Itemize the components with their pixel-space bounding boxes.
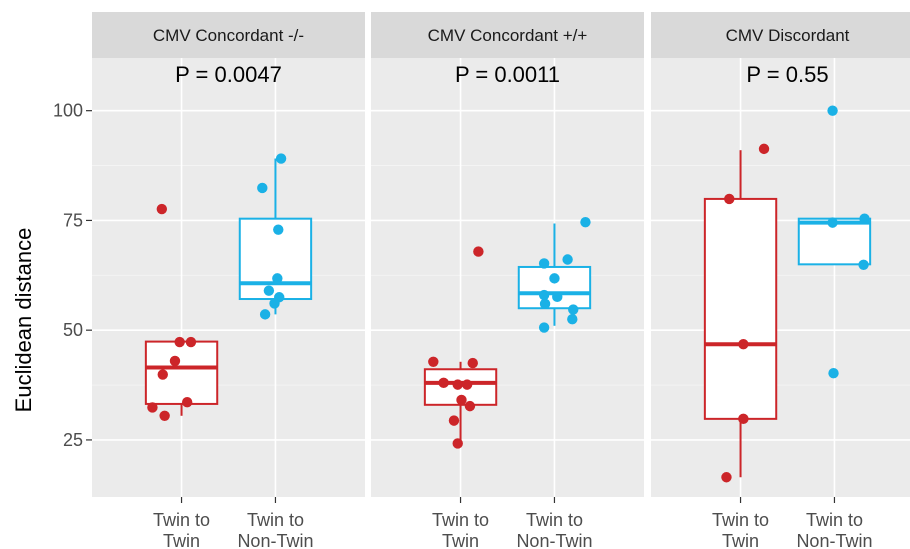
facet-strip-label: CMV Concordant -/- xyxy=(153,26,304,45)
panel-background xyxy=(371,58,644,497)
data-point xyxy=(738,339,749,350)
x-tick-label-line1: Twin to xyxy=(806,510,863,530)
panel-background xyxy=(92,58,365,497)
data-point xyxy=(272,273,283,284)
facet-strip xyxy=(651,12,910,58)
data-point xyxy=(858,259,869,270)
data-point xyxy=(738,413,749,425)
box xyxy=(517,265,592,310)
data-point xyxy=(157,369,168,380)
y-tick-label: 100 xyxy=(53,101,83,121)
y-tick-label: 25 xyxy=(63,430,83,450)
data-point xyxy=(169,355,181,367)
x-tick-label-line2: Non-Twin xyxy=(237,531,313,549)
data-point xyxy=(568,304,579,315)
data-point xyxy=(552,291,563,303)
data-point xyxy=(448,415,460,426)
data-point xyxy=(473,246,484,257)
boxplot xyxy=(144,203,219,421)
data-point xyxy=(562,254,573,265)
box xyxy=(703,197,778,420)
data-point xyxy=(452,379,463,390)
y-tick-label: 75 xyxy=(63,210,83,230)
box xyxy=(144,340,219,405)
data-point xyxy=(428,356,439,367)
boxplot xyxy=(423,246,498,449)
data-point xyxy=(828,368,839,379)
p-value-annotation: P = 0.0011 xyxy=(455,62,560,87)
data-point xyxy=(159,410,170,421)
x-tick-label-line1: Twin to xyxy=(247,510,304,530)
data-point xyxy=(827,217,838,228)
y-tick-label: 50 xyxy=(63,320,83,340)
x-tick-label-line2: Twin xyxy=(722,531,759,549)
x-tick-label-line2: Non-Twin xyxy=(796,531,872,549)
data-point xyxy=(181,396,193,408)
facet-panels: 25 50 75 100 CMV Concordant -/- P = 0.0047 Twi… xyxy=(53,12,910,549)
data-point xyxy=(464,400,476,412)
data-point xyxy=(456,394,467,406)
p-value-annotation: P = 0.55 xyxy=(746,62,828,87)
data-point xyxy=(147,402,158,413)
data-point xyxy=(461,379,473,390)
data-point xyxy=(538,258,550,269)
p-value-annotation: P = 0.0047 xyxy=(175,62,282,87)
facet-strip-label: CMV Concordant +/+ xyxy=(428,26,588,45)
data-point xyxy=(859,213,870,224)
data-point xyxy=(538,289,550,301)
facet-strip-label: CMV Discordant xyxy=(726,26,850,45)
data-point xyxy=(438,377,449,389)
x-tick-label-line1: Twin to xyxy=(712,510,769,530)
facet-strip xyxy=(371,12,644,58)
data-point xyxy=(538,322,550,333)
data-point xyxy=(549,273,560,284)
x-tick-label-line2: Non-Twin xyxy=(516,531,592,549)
data-point xyxy=(539,298,551,310)
x-tick-label-line2: Twin xyxy=(442,531,479,549)
data-point xyxy=(721,472,732,483)
data-point xyxy=(827,105,838,116)
panel-background xyxy=(651,58,910,497)
x-tick-label-line1: Twin to xyxy=(526,510,583,530)
data-point xyxy=(185,336,197,348)
x-tick-label-line1: Twin to xyxy=(153,510,210,530)
x-tick-label-line2: Twin xyxy=(163,531,200,549)
data-point xyxy=(263,285,275,296)
data-point xyxy=(156,203,168,215)
boxplot xyxy=(517,216,592,333)
data-point xyxy=(452,438,463,449)
data-point xyxy=(273,224,284,235)
boxplot xyxy=(703,143,778,483)
y-axis-title: Euclidean distance xyxy=(11,228,36,413)
data-point xyxy=(269,298,280,309)
facet-strip xyxy=(92,12,365,58)
data-point xyxy=(275,153,287,164)
data-point xyxy=(567,314,578,325)
data-point xyxy=(724,193,735,205)
data-point xyxy=(467,357,478,369)
data-point xyxy=(580,216,591,228)
boxplot xyxy=(797,105,872,379)
data-point xyxy=(259,309,271,320)
x-tick-label-line1: Twin to xyxy=(432,510,489,530)
data-point xyxy=(257,182,268,194)
data-point xyxy=(758,143,770,155)
data-point xyxy=(174,336,185,348)
boxplot xyxy=(238,153,313,320)
